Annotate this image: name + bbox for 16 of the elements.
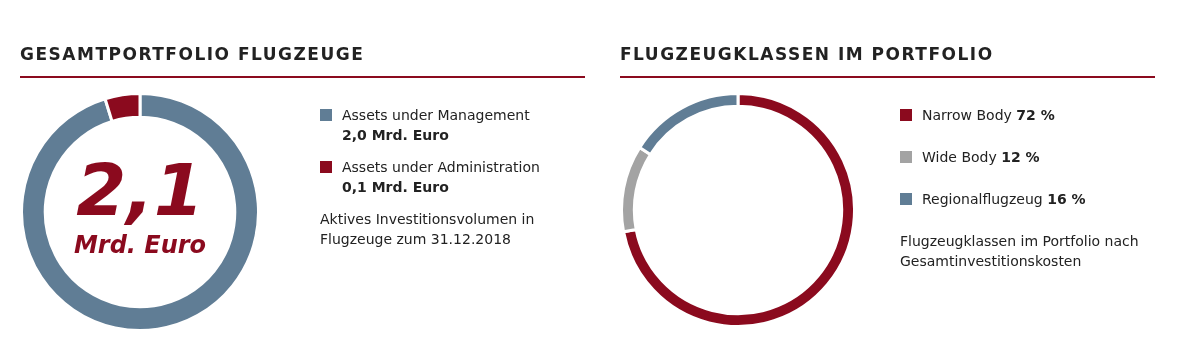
data-label: 72 % [1016, 107, 1055, 123]
data-label: 16 % [1047, 191, 1086, 207]
text: Flugzeugklassen im Portfolio nach Gesamtinvestitionskosten [900, 232, 1140, 271]
text: Mrd. Euro [72, 230, 208, 260]
legend-label: Assets under Management [342, 107, 530, 123]
data-label: 2,0 Mrd. Euro [342, 127, 449, 143]
chart-title: FLUGZEUGKLASSEN IM PORTFOLIO [620, 44, 994, 64]
text: Aktives Investitionsvolumen in Flugzeuge zum 31.12.2018 [320, 210, 536, 249]
legend-label: Wide Body [922, 149, 997, 165]
legend-label: Assets under Administration [342, 159, 540, 175]
legend-label: Narrow Body [922, 107, 1012, 123]
data-label: 0,1 Mrd. Euro [342, 179, 449, 195]
text: 2,1 [75, 148, 205, 232]
chart-title: GESAMTPORTFOLIO FLUGZEUGE [20, 44, 365, 64]
legend-label: Regionalflugzeug [922, 191, 1043, 207]
data-label: 12 % [1001, 149, 1040, 165]
